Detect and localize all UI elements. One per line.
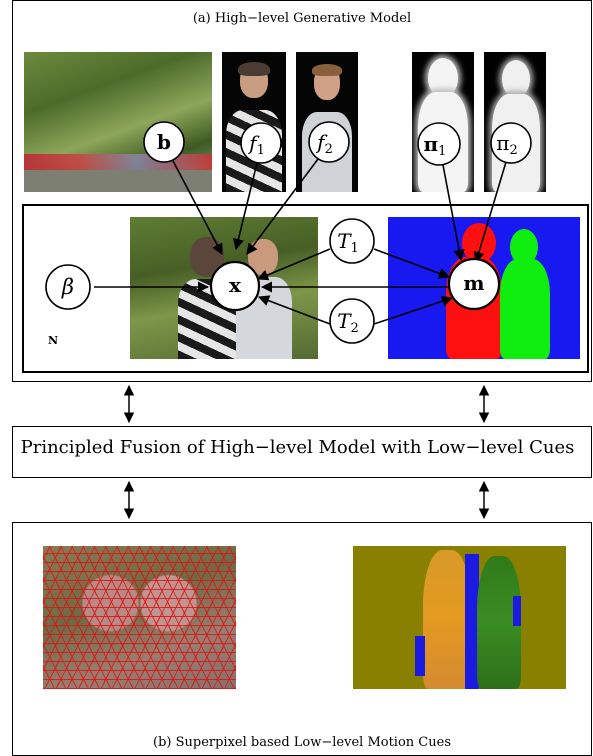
node-b: b (143, 121, 185, 163)
node-beta: β (45, 264, 91, 310)
generative-model-caption: (a) High−level Generative Model (192, 11, 412, 26)
node-pi1-subscript: 1 (438, 144, 446, 159)
node-t1-subscript: 1 (351, 241, 359, 256)
node-m-label: m (463, 271, 484, 295)
node-x-label: x (229, 273, 242, 297)
superpixel-image (43, 546, 236, 689)
node-x: x (209, 260, 261, 312)
node-t1-label: T (337, 229, 352, 253)
edge-pi2-m (473, 161, 507, 264)
edges (94, 158, 507, 325)
node-t2: T2 (329, 298, 375, 344)
plate-box (22, 204, 589, 373)
svg-text:T1: T1 (337, 229, 359, 256)
svg-text:π1: π1 (424, 132, 447, 159)
node-pi2: π2 (490, 122, 532, 164)
fusion-panel: Principled Fusion of High−level Model wi… (12, 426, 592, 478)
node-pi2-subscript: 2 (509, 143, 517, 158)
node-f1: f1 (240, 122, 282, 164)
edge-t2-x (257, 295, 331, 325)
node-pi1: π1 (417, 122, 461, 166)
edge-t2-m (373, 295, 454, 325)
node-t2-subscript: 2 (351, 321, 359, 336)
plate-label: N (48, 334, 58, 347)
edge-f1-x (232, 162, 258, 251)
edge-t1-x (256, 248, 331, 281)
motion-cues-caption: (b) Superpixel based Low−level Motion Cu… (153, 735, 451, 750)
node-f2-subscript: 2 (325, 142, 333, 157)
node-b-label: b (157, 130, 171, 154)
svg-text:π2: π2 (496, 131, 517, 158)
svg-text:T2: T2 (337, 309, 359, 336)
edge-b-x (171, 158, 223, 255)
fusion-text: Principled Fusion of High−level Model wi… (20, 437, 575, 458)
node-pi2-label: π (496, 131, 509, 155)
node-beta-label: β (61, 275, 74, 299)
node-t2-label: T (337, 309, 352, 333)
motion-cues-image (353, 546, 566, 689)
edge-t1-m (373, 248, 451, 279)
node-f1-subscript: 1 (257, 143, 265, 158)
edge-f2-x (246, 158, 319, 255)
edge-pi1-m (442, 164, 465, 262)
node-pi1-label: π (424, 132, 439, 156)
mask-2-image (484, 52, 546, 192)
node-t1: T1 (329, 218, 375, 264)
node-m: m (447, 257, 501, 311)
graphical-model: b f1 f2 π1 π2 β x T1 (45, 121, 532, 347)
node-f2: f2 (308, 121, 350, 163)
